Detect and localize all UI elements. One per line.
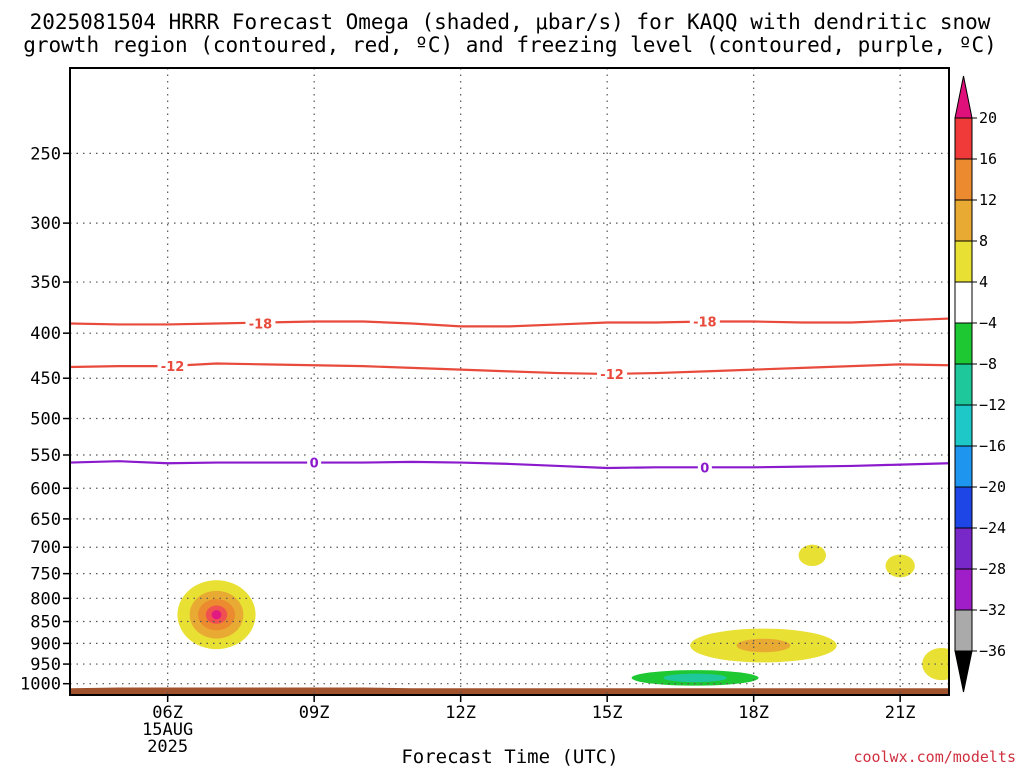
y-tick-label-900: 900 xyxy=(30,634,61,654)
colorbar-bottom-arrow xyxy=(954,650,973,693)
omega-region-0-level-4 xyxy=(211,610,222,620)
y-tick-label-700: 700 xyxy=(30,538,61,558)
x-tick-label-12Z: 12Z xyxy=(445,703,476,723)
colorbar-bin-9 xyxy=(954,486,973,529)
y-tick-label-800: 800 xyxy=(30,589,61,609)
y-tick-label-750: 750 xyxy=(30,565,61,585)
x-date-label-day: 15AUG xyxy=(142,720,193,740)
colorbar-bin-12 xyxy=(954,609,973,652)
x-tick-label-21Z: 21Z xyxy=(885,703,916,723)
contour-label-bg-0-0 xyxy=(307,454,322,471)
contour-line--18 xyxy=(70,317,949,328)
temperature-contours: -18 -18 -12 -12 0 0 xyxy=(70,313,949,476)
contour-label--12-1: -12 xyxy=(600,368,624,383)
colorbar-tick-label-6: −8 xyxy=(979,355,997,373)
colorbar-tick-label-2: 12 xyxy=(979,191,997,209)
colorbar-tick-label-13: −36 xyxy=(979,642,1006,660)
y-tick-label-400: 400 xyxy=(30,324,61,344)
contour-label-0-0: 0 xyxy=(310,457,319,472)
omega-region-3-level-0 xyxy=(885,554,915,578)
colorbar-tick-label-4: 4 xyxy=(979,273,988,291)
y-tick-label-350: 350 xyxy=(30,273,61,293)
colorbar-tick-label-0: 20 xyxy=(979,109,997,127)
contour-label-bg-0-1 xyxy=(697,459,712,476)
colorbar-top-arrow xyxy=(954,75,973,119)
y-tick-label-600: 600 xyxy=(30,479,61,499)
pressure-axis: 2503003504004505005506006507007508008509… xyxy=(20,144,70,695)
terrain-surface xyxy=(70,687,949,695)
colorbar-tick-label-11: −28 xyxy=(979,560,1006,578)
contour-label--18-1: -18 xyxy=(693,316,717,331)
chart-title-line-1: 2025081504 HRRR Forecast Omega (shaded, … xyxy=(30,10,991,34)
contour-label--12-0: -12 xyxy=(161,360,185,375)
contour-label-bg--18-1 xyxy=(689,313,720,330)
colorbar-bin-11 xyxy=(954,568,973,611)
colorbar-bin-2 xyxy=(954,199,973,242)
x-tick-label-09Z: 09Z xyxy=(299,703,330,723)
y-tick-label-500: 500 xyxy=(30,410,61,430)
y-tick-label-650: 650 xyxy=(30,510,61,530)
x-axis-title: Forecast Time (UTC) xyxy=(401,746,618,768)
colorbar-tick-label-3: 8 xyxy=(979,232,988,250)
colorbar-bin-6 xyxy=(954,363,973,406)
x-tick-label-18Z: 18Z xyxy=(738,703,769,723)
credit-text: coolwx.com/modelts xyxy=(853,748,1016,766)
surface-fill xyxy=(70,687,949,695)
contour-label--18-0: -18 xyxy=(249,317,273,332)
colorbar-tick-label-12: −32 xyxy=(979,601,1006,619)
plot-frame xyxy=(69,67,950,696)
grid-lines xyxy=(70,68,949,695)
colorbar-tick-label-7: −12 xyxy=(979,396,1006,414)
y-tick-label-250: 250 xyxy=(30,144,61,164)
colorbar-tick-label-8: −16 xyxy=(979,437,1006,455)
time-axis: 06Z 09Z 12Z 15Z 18Z 21Z xyxy=(152,695,916,723)
colorbar-tick-label-5: −4 xyxy=(979,314,997,332)
colorbar-bin-10 xyxy=(954,527,973,570)
contour-label-bg--18-0 xyxy=(245,315,276,332)
contour-label-bg--12-0 xyxy=(157,358,188,375)
omega-region-2-level-0 xyxy=(798,544,826,567)
colorbar-tick-label-10: −24 xyxy=(979,519,1006,537)
y-tick-label-850: 850 xyxy=(30,613,61,633)
colorbar-tick-label-9: −20 xyxy=(979,478,1006,496)
y-tick-label-450: 450 xyxy=(30,369,61,389)
omega-region-1-level-1 xyxy=(736,638,791,653)
colorbar-tick-label-1: 16 xyxy=(979,150,997,168)
colorbar-bin-5 xyxy=(954,322,973,365)
colorbar-bin-3 xyxy=(954,240,973,283)
omega-colorbar: 20 16 12 8 4 −4 −8 −12 −16 −20 −24 −28 −32 −36 xyxy=(954,75,1006,693)
y-tick-label-1000: 1000 xyxy=(20,675,61,695)
chart-title-line-2: growth region (contoured, red, ºC) and f… xyxy=(23,33,997,57)
colorbar-bin-1 xyxy=(954,158,973,201)
omega-region-5-level-1 xyxy=(663,673,727,683)
colorbar-bin-7 xyxy=(954,404,973,447)
x-tick-label-15Z: 15Z xyxy=(592,703,623,723)
colorbar-bin-0 xyxy=(954,117,973,160)
omega-shading xyxy=(177,544,949,686)
colorbar-bin-4 xyxy=(954,281,973,324)
x-date-label-year: 2025 xyxy=(147,737,188,757)
y-tick-label-550: 550 xyxy=(30,446,61,466)
contour-label-0-1: 0 xyxy=(700,461,709,476)
contour-label-bg--12-1 xyxy=(597,365,628,382)
contour-line-0 xyxy=(70,460,949,470)
y-tick-label-950: 950 xyxy=(30,655,61,675)
y-tick-label-300: 300 xyxy=(30,214,61,234)
colorbar-bin-8 xyxy=(954,445,973,488)
x-tick-label-06Z: 06Z xyxy=(152,703,183,723)
contour-line--12 xyxy=(70,362,949,376)
